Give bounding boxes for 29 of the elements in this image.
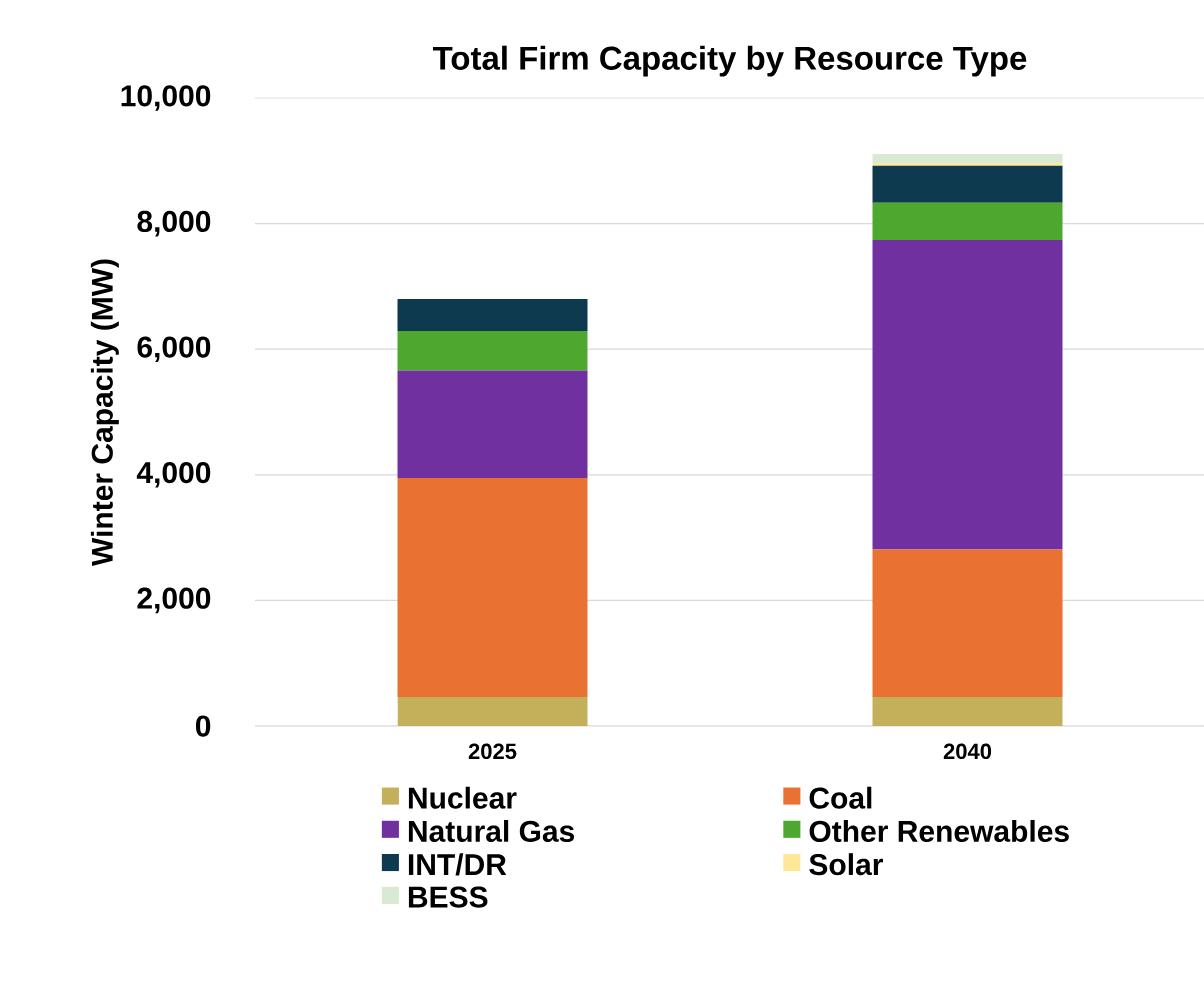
y-tick-label: 2,000	[137, 587, 211, 614]
bar	[872, 239, 1063, 550]
y-tick-label: 4,000	[136, 462, 211, 488]
legend-label: Nuclear	[408, 786, 517, 809]
bar	[872, 165, 1063, 203]
bar	[397, 697, 588, 726]
legend-label: Natural Gas	[408, 819, 575, 842]
y-tick-label: 6,000	[137, 336, 211, 362]
legend-label: BESS	[408, 886, 488, 908]
bar	[872, 202, 1063, 240]
legend-label: Other Renewables	[809, 819, 1069, 842]
chart-title: Total Firm Capacity by Resource Type	[432, 45, 1027, 77]
legend-label: INT/DR	[408, 853, 507, 876]
y-axis-title: Winter Capacity (MW)	[90, 259, 119, 567]
y-tick-label: 8,000	[137, 210, 211, 237]
bar	[872, 163, 1063, 166]
y-tick-label: 0	[195, 715, 211, 737]
bar	[397, 370, 588, 478]
x-tick-label: 2025	[468, 743, 517, 760]
legend-label: Solar	[809, 853, 883, 876]
bar	[872, 153, 1063, 164]
bar	[397, 477, 588, 698]
bar	[872, 697, 1063, 726]
x-tick-label: 2040	[943, 743, 992, 760]
bar	[397, 298, 588, 331]
bar	[397, 330, 588, 371]
bar	[872, 549, 1063, 698]
legend-label: Coal	[809, 786, 872, 809]
y-tick-label: 10,000	[121, 85, 211, 111]
